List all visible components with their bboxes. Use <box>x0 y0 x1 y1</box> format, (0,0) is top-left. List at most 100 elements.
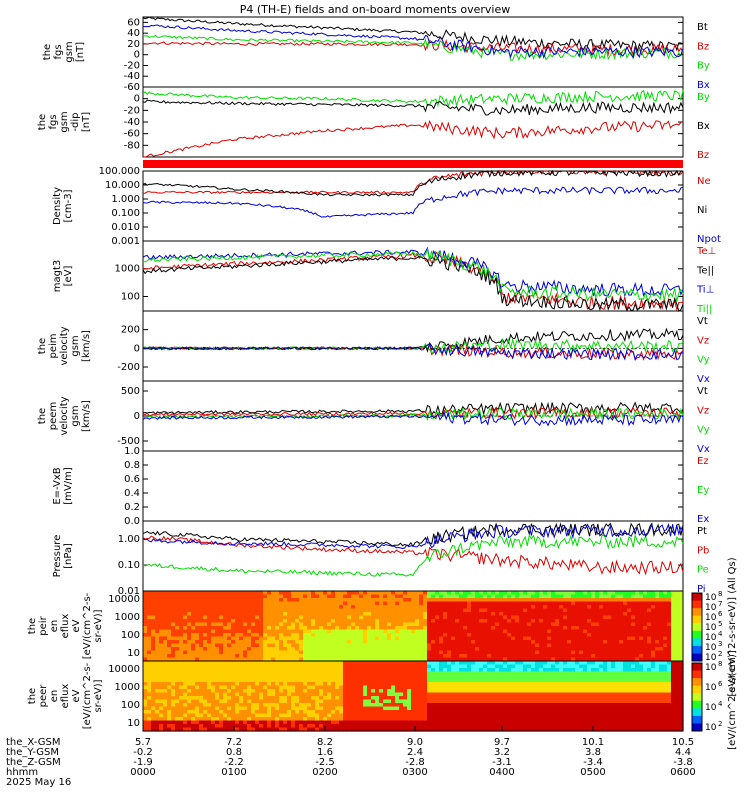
spectrogram-cell <box>463 721 468 725</box>
spectrogram-cell <box>327 717 332 721</box>
spectrogram-cell <box>295 591 300 595</box>
spectrogram-cell <box>259 703 264 707</box>
spectrogram-cell <box>483 591 488 595</box>
spectrogram-cell <box>547 721 552 725</box>
spectrogram-cell <box>655 609 660 613</box>
spectrogram-cell <box>627 626 632 630</box>
spectrogram-cell <box>607 616 612 620</box>
spectrogram-cell <box>523 633 528 637</box>
spectrogram-cell <box>379 598 384 602</box>
spectrogram-cell <box>547 630 552 634</box>
spectrogram-cell <box>303 623 308 627</box>
spectrogram-cell <box>547 661 552 665</box>
spectrogram-cell <box>511 675 516 679</box>
spectrogram-cell <box>663 591 668 595</box>
spectrogram-cell <box>319 616 324 620</box>
spectrogram-cell <box>199 595 204 599</box>
spectrogram-cell <box>455 654 460 658</box>
spectrogram-cell <box>227 595 232 599</box>
spectrogram-cell <box>455 689 460 693</box>
y-axis-label: eV <box>71 619 82 632</box>
spectrogram-cell <box>303 612 308 616</box>
spectrogram-cell <box>463 703 468 707</box>
spectrogram-cell <box>451 689 456 693</box>
spectrogram-cell <box>587 616 592 620</box>
spectrogram-cell <box>471 616 476 620</box>
spectrogram-cell <box>227 675 232 679</box>
spectrogram-cell <box>475 602 480 606</box>
spectrogram-cell <box>527 651 532 655</box>
legend-entry: Pb <box>697 545 709 556</box>
spectrogram-cell <box>511 637 516 641</box>
spectrogram-cell <box>667 598 672 602</box>
spectrogram-cell <box>607 612 612 616</box>
spectrogram-cell <box>419 619 424 623</box>
spectrogram-cell <box>187 668 192 672</box>
spectrogram-cell <box>187 595 192 599</box>
spectrogram-cell <box>435 661 440 665</box>
spectrogram-cell <box>207 609 212 613</box>
spectrogram-cell <box>611 654 616 658</box>
spectrogram-cell <box>491 686 496 690</box>
spectrogram-cell <box>551 682 556 686</box>
spectrogram-cell <box>567 633 572 637</box>
spectrogram-cell <box>471 591 476 595</box>
spectrogram-cell <box>223 703 228 707</box>
spectrogram-cell <box>439 679 444 683</box>
spectrogram-cell <box>423 721 428 725</box>
spectrogram-cell <box>199 721 204 725</box>
spectrogram-cell <box>555 644 560 648</box>
spectrogram-cell <box>535 630 540 634</box>
spectrogram-cell <box>247 647 252 651</box>
spectrogram-cell <box>307 714 312 718</box>
spectrogram-cell <box>211 689 216 693</box>
spectrogram-cell <box>307 598 312 602</box>
spectrogram-cell <box>271 682 276 686</box>
spectrogram-cell <box>435 644 440 648</box>
spectrogram-cell <box>191 721 196 725</box>
spectrogram-cell <box>327 679 332 683</box>
spectrogram-cell <box>507 605 512 609</box>
spectrogram-cell <box>487 595 492 599</box>
spectrogram-cell <box>519 707 524 711</box>
spectrogram-cell <box>535 721 540 725</box>
spectrogram-cell <box>235 703 240 707</box>
spectrogram-cell <box>255 714 260 718</box>
spectrogram-cell <box>207 693 212 697</box>
spectrogram-cell <box>163 626 168 630</box>
spectrogram-cell <box>455 668 460 672</box>
spectrogram-cell <box>283 724 288 728</box>
spectrogram-cell <box>175 640 180 644</box>
spectrogram-cell <box>347 696 352 700</box>
spectrogram-cell <box>547 679 552 683</box>
spectrogram-cell <box>627 654 632 658</box>
spectrogram-cell <box>219 616 224 620</box>
spectrogram-cell <box>539 689 544 693</box>
spectrogram-cell <box>271 605 276 609</box>
spectrogram-cell <box>403 717 408 721</box>
spectrogram-cell <box>503 619 508 623</box>
spectrogram-cell <box>671 591 676 595</box>
spectrogram-cell <box>167 724 172 728</box>
spectrogram-cell <box>183 710 188 714</box>
spectrogram-cell <box>435 682 440 686</box>
spectrogram-cell <box>291 616 296 620</box>
spectrogram-cell <box>275 612 280 616</box>
spectrogram-cell <box>611 651 616 655</box>
spectrogram-cell <box>475 696 480 700</box>
spectrogram-cell <box>299 686 304 690</box>
spectrogram-cell <box>463 689 468 693</box>
spectrogram-cell <box>195 675 200 679</box>
spectrogram-cell <box>219 665 224 669</box>
spectrogram-cell <box>371 623 376 627</box>
spectrogram-cell <box>243 675 248 679</box>
spectrogram-cell <box>455 665 460 669</box>
spectrogram-cell <box>659 637 664 641</box>
spectrogram-cell <box>259 686 264 690</box>
spectrogram-cell <box>151 696 156 700</box>
spectrogram-cell <box>339 665 344 669</box>
spectrogram-cell <box>483 595 488 599</box>
spectrogram-cell <box>395 633 400 637</box>
spectrogram-cell <box>163 605 168 609</box>
